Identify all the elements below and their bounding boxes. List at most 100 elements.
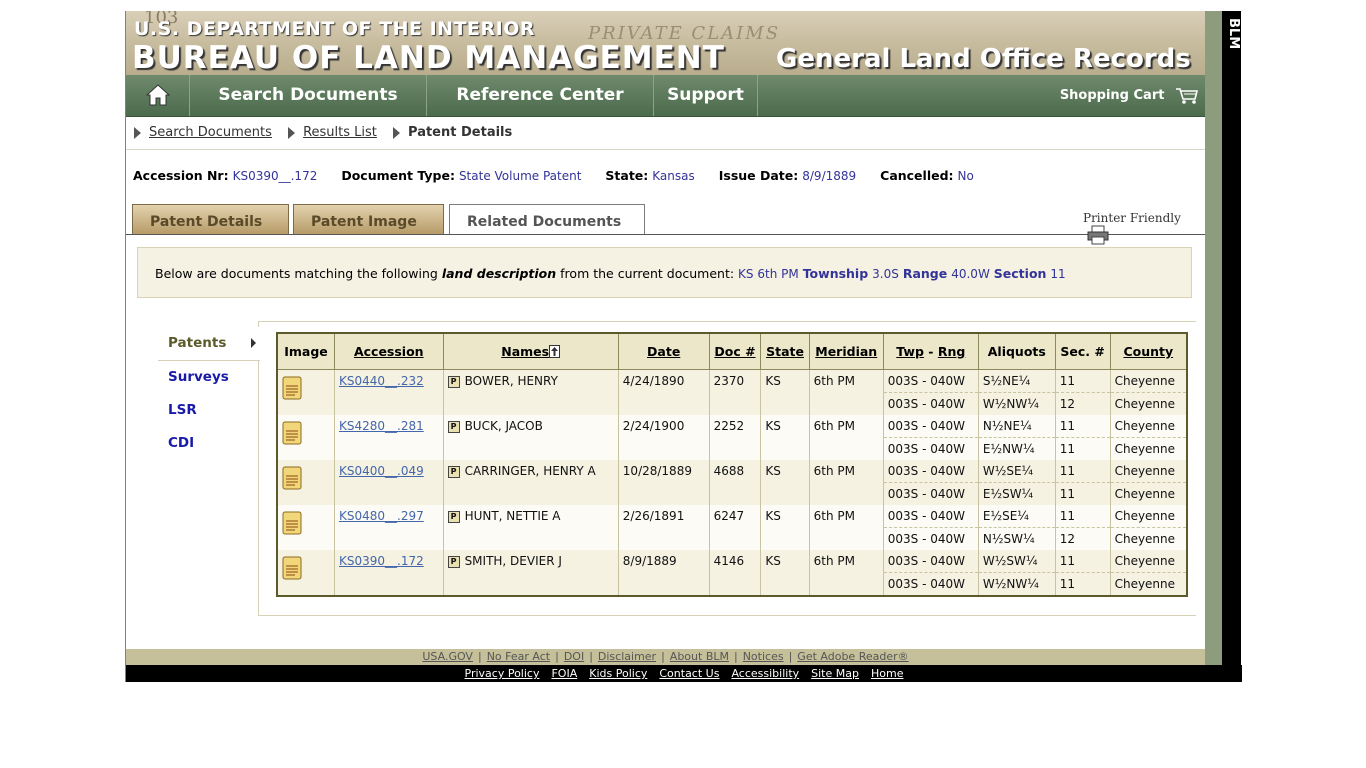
row-accession-link[interactable]: KS0440__.232 xyxy=(338,374,424,388)
footer-bottom-link[interactable]: Contact Us xyxy=(659,667,720,680)
footer-bottom-link[interactable]: Accessibility xyxy=(731,667,800,680)
site-banner: 103 PRIVATE CLAIMS U.S. DEPARTMENT OF TH… xyxy=(126,11,1205,75)
footer-top-link[interactable]: DOI xyxy=(563,650,585,663)
footer-bottom-link[interactable]: Home xyxy=(870,667,904,680)
row-doc: 2252 xyxy=(709,415,762,460)
row-twp-rng: 003S - 040W xyxy=(883,482,979,505)
document-icon[interactable] xyxy=(282,556,302,580)
row-state: KS xyxy=(760,415,810,460)
row-accession-cell: KS0440__.232 xyxy=(334,369,444,415)
row-aliquot: E½SW¼ xyxy=(978,482,1056,505)
issue-date-label: Issue Date: xyxy=(718,168,799,183)
nav-reference-center[interactable]: Reference Center xyxy=(427,75,654,116)
document-info: Accession Nr: KS0390__.172 Document Type… xyxy=(133,168,994,183)
table-row: 003S - 040W N½SW¼ 12 Cheyenne xyxy=(277,527,1188,550)
row-name-cell: P CARRINGER, HENRY A xyxy=(443,460,619,505)
col-doc-sort[interactable]: Doc # xyxy=(714,344,756,359)
col-names-sort[interactable]: Names xyxy=(501,344,550,359)
footer-links-bottom: Privacy Policy FOIA Kids Policy Contact Us A… xyxy=(126,665,1242,682)
row-aliquot: W½SE¼ xyxy=(978,460,1056,483)
banner-glo-records: General Land Office Records xyxy=(776,44,1191,74)
row-accession-link[interactable]: KS0480__.297 xyxy=(338,509,424,523)
footer-top-link[interactable]: About BLM xyxy=(669,650,729,663)
sidenav-lsr[interactable]: LSR xyxy=(168,402,197,418)
row-name: SMITH, DEVIER J xyxy=(464,554,562,568)
col-image: Image xyxy=(276,332,335,370)
main-nav: Search Documents Reference Center Suppor… xyxy=(126,75,1205,117)
footer-top-link[interactable]: Notices xyxy=(742,650,784,663)
cancelled-value: No xyxy=(957,169,974,183)
banner-stamp: 103 xyxy=(144,11,179,28)
footer-top-link[interactable]: No Fear Act xyxy=(486,650,551,663)
tab-related-documents[interactable]: Related Documents xyxy=(449,204,645,235)
footer-top-link[interactable]: Disclaimer xyxy=(597,650,657,663)
row-image-cell xyxy=(277,415,335,460)
footer-separator: | xyxy=(788,650,793,663)
patent-badge-icon: P xyxy=(447,511,460,523)
patent-badge-icon: P xyxy=(447,376,460,388)
col-rng-sort[interactable]: Rng xyxy=(937,344,966,359)
footer-top-link[interactable]: USA.GOV xyxy=(422,650,473,663)
document-icon[interactable] xyxy=(282,421,302,445)
document-icon[interactable] xyxy=(282,466,302,490)
breadcrumb-search-documents[interactable]: Search Documents xyxy=(149,125,272,140)
breadcrumb-arrow-icon xyxy=(288,126,296,139)
col-meridian-sort[interactable]: Meridian xyxy=(815,344,878,359)
sidenav-cdi[interactable]: CDI xyxy=(168,435,195,451)
col-section: Sec. # xyxy=(1054,332,1111,370)
breadcrumb-results-list[interactable]: Results List xyxy=(303,125,377,140)
banner-bureau: BUREAU OF LAND MANAGEMENT xyxy=(132,40,725,75)
footer-bottom-link[interactable]: FOIA xyxy=(551,667,578,680)
col-accession-sort[interactable]: Accession xyxy=(353,344,424,359)
tab-patent-image[interactable]: Patent Image xyxy=(293,204,444,234)
divider xyxy=(126,149,1205,150)
nav-home-button[interactable] xyxy=(126,75,190,116)
footer-bottom-link[interactable]: Privacy Policy xyxy=(464,667,540,680)
row-image-cell xyxy=(277,550,335,596)
page-frame: 103 PRIVATE CLAIMS U.S. DEPARTMENT OF TH… xyxy=(125,11,1242,682)
row-aliquot: N½NE¼ xyxy=(978,415,1056,438)
document-icon[interactable] xyxy=(282,511,302,535)
row-accession-link[interactable]: KS4280__.281 xyxy=(338,419,424,433)
row-accession-cell: KS0480__.297 xyxy=(334,505,444,550)
col-twp-sort[interactable]: Twp xyxy=(896,344,924,359)
banner-watermark: PRIVATE CLAIMS xyxy=(588,23,781,44)
footer-bottom-link[interactable]: Site Map xyxy=(811,667,859,680)
footer-top-link[interactable]: Get Adobe Reader® xyxy=(797,650,909,663)
col-state-sort[interactable]: State xyxy=(766,344,804,359)
breadcrumb-arrow-icon xyxy=(134,126,141,139)
desc-township-label: Township xyxy=(802,266,869,281)
desc-section: 11 xyxy=(1050,267,1066,281)
sidenav-surveys[interactable]: Surveys xyxy=(168,369,229,385)
row-date: 4/24/1890 xyxy=(618,369,710,415)
col-county-sort[interactable]: County xyxy=(1123,344,1174,359)
col-date-sort[interactable]: Date xyxy=(647,344,681,359)
accession-label: Accession Nr: xyxy=(133,168,229,183)
row-accession-link[interactable]: KS0390__.172 xyxy=(338,554,424,568)
row-county: Cheyenne xyxy=(1110,572,1188,596)
desc-meridian: KS 6th PM xyxy=(738,267,799,281)
row-county: Cheyenne xyxy=(1110,369,1188,393)
table-row: KS0480__.297 P HUNT, NETTIE A 2/26/1891 6247… xyxy=(277,505,1188,550)
table-row: 003S - 040W W½NW¼ 11 Cheyenne xyxy=(277,572,1188,596)
col-meridian-cell: Meridian xyxy=(808,332,884,370)
document-icon[interactable] xyxy=(282,376,302,400)
row-name: BUCK, JACOB xyxy=(464,419,543,433)
row-doc: 4146 xyxy=(709,550,762,596)
footer-bottom-link[interactable]: Kids Policy xyxy=(589,667,648,680)
sort-up-icon[interactable] xyxy=(549,345,561,358)
printer-friendly-link[interactable]: Printer Friendly xyxy=(1083,211,1206,245)
row-date: 8/9/1889 xyxy=(618,550,710,596)
tab-patent-details[interactable]: Patent Details xyxy=(132,204,289,234)
nav-support[interactable]: Support xyxy=(654,75,758,116)
row-name: CARRINGER, HENRY A xyxy=(464,464,596,478)
row-county: Cheyenne xyxy=(1110,527,1188,550)
blm-side-label: BLM xyxy=(1226,18,1241,50)
shopping-cart-link[interactable]: Shopping Cart xyxy=(1060,75,1199,116)
sidenav-patents[interactable]: Patents xyxy=(158,327,260,361)
document-type-label: Document Type: xyxy=(341,168,455,183)
nav-search-documents[interactable]: Search Documents xyxy=(190,75,427,116)
row-county: Cheyenne xyxy=(1110,460,1188,483)
row-accession-link[interactable]: KS0400__.049 xyxy=(338,464,424,478)
row-meridian: 6th PM xyxy=(809,505,884,550)
